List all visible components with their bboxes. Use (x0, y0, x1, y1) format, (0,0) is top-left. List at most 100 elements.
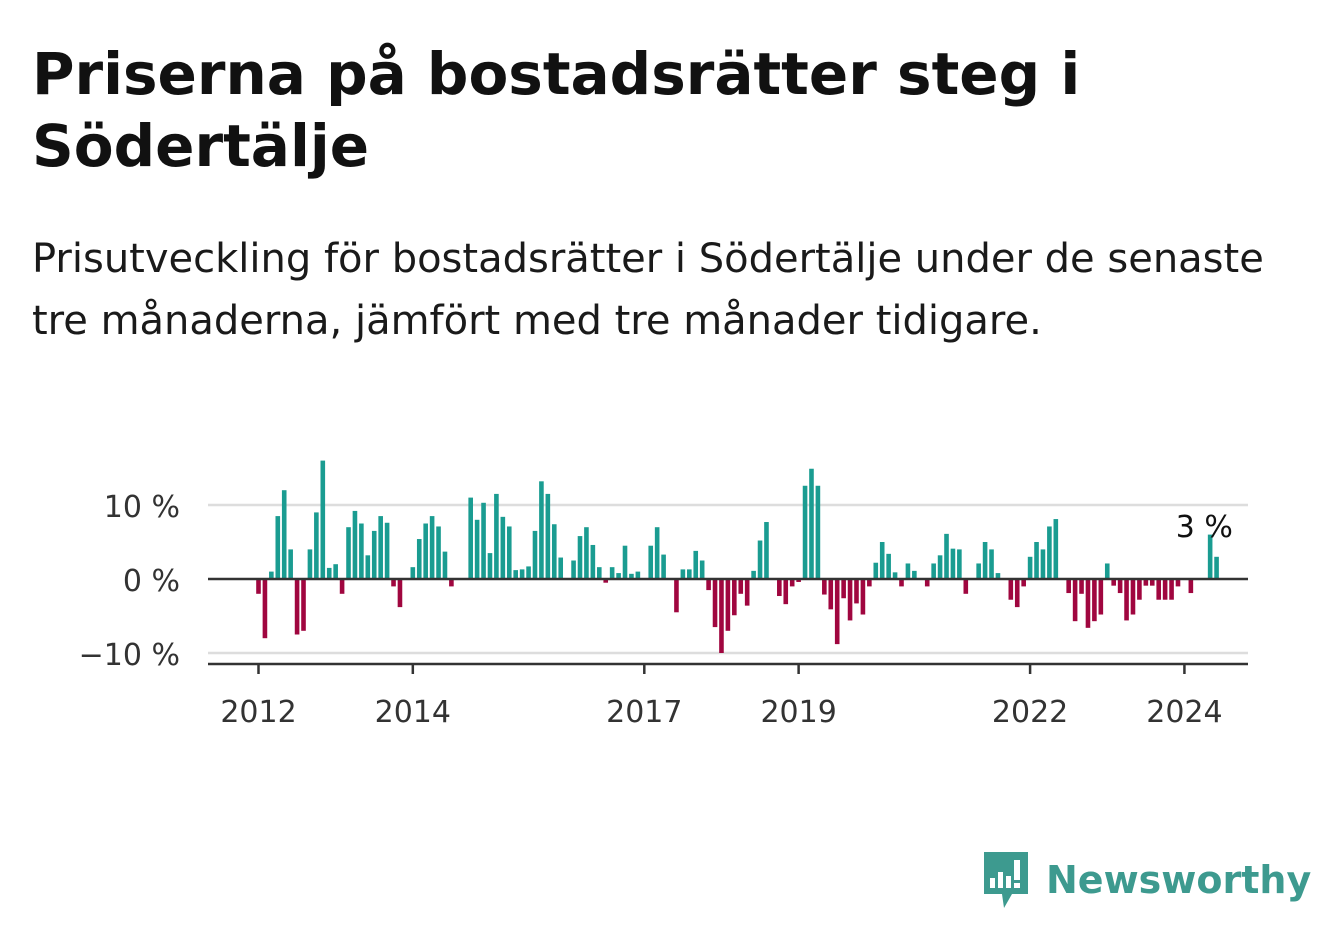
bar (1117, 579, 1123, 594)
bar (526, 566, 531, 579)
bar (1053, 519, 1059, 579)
x-tick-label: 2024 (1146, 695, 1222, 730)
bar (841, 579, 846, 599)
bar (783, 579, 789, 605)
bar (802, 485, 808, 579)
bar (1130, 579, 1136, 615)
bar (976, 563, 981, 579)
bar (1137, 579, 1142, 600)
bar (879, 542, 885, 579)
bar (378, 516, 383, 579)
bar (487, 553, 493, 579)
bar (519, 569, 525, 579)
bar (1124, 579, 1129, 621)
bar (654, 527, 660, 579)
bar (1104, 563, 1110, 579)
bar (1156, 579, 1161, 600)
bar (892, 572, 898, 579)
bar (1040, 549, 1046, 579)
bar (1169, 579, 1174, 600)
bar (899, 579, 904, 587)
bar (314, 512, 319, 579)
bar (661, 554, 666, 579)
bar (834, 579, 840, 645)
bar (1092, 579, 1097, 622)
bar (1072, 579, 1078, 622)
bar (931, 563, 936, 579)
bar (584, 527, 589, 579)
bar (822, 579, 827, 595)
bar (989, 549, 994, 579)
bar (699, 560, 705, 579)
bar (744, 579, 750, 606)
bar (789, 579, 795, 587)
bar (307, 549, 313, 579)
latest-value-label: 3 % (1176, 510, 1233, 545)
bar (1027, 556, 1033, 579)
bar (648, 545, 654, 579)
bar (796, 579, 801, 582)
chart-subtitle: Prisutveckling för bostadsrätter i Söder… (32, 236, 1264, 344)
bar (777, 579, 782, 597)
bar (732, 579, 737, 616)
bar (442, 551, 448, 579)
bar (256, 579, 261, 594)
bar (950, 548, 956, 579)
bar (288, 549, 293, 579)
bar (558, 557, 564, 579)
bar (1111, 579, 1116, 586)
bar (1207, 534, 1213, 579)
bar (281, 490, 287, 579)
bar (269, 571, 274, 579)
bar (1149, 579, 1155, 586)
bar (1066, 579, 1071, 594)
bar (494, 493, 499, 579)
bar (751, 570, 756, 579)
bar (944, 533, 949, 579)
bar (609, 567, 615, 579)
bar (1175, 579, 1181, 587)
bar (346, 527, 351, 579)
bar (384, 522, 390, 579)
bar (449, 579, 454, 587)
bar (339, 579, 345, 594)
bar (1047, 526, 1052, 579)
bar (545, 493, 551, 579)
bar (359, 523, 364, 579)
bar (320, 460, 326, 579)
bar (1214, 556, 1219, 579)
bar (532, 530, 538, 579)
bar (1143, 579, 1149, 586)
bar (886, 553, 891, 579)
bar (262, 579, 268, 639)
bar (513, 570, 518, 579)
bar (809, 468, 814, 579)
bar (423, 523, 428, 579)
bar (764, 522, 769, 579)
bar (725, 579, 731, 631)
bar (815, 485, 821, 579)
bar (416, 539, 422, 579)
bar (937, 555, 943, 579)
bar-chart: 10 % 0 % −10 % 2012 2014 2017 2019 2022 2024 3 % (79, 460, 1248, 730)
x-tick-label: 2012 (220, 695, 296, 730)
bar (687, 569, 692, 579)
bar (500, 516, 506, 579)
bar (757, 540, 763, 579)
grid-layer (208, 503, 1248, 655)
bar (693, 550, 699, 579)
bar (1008, 579, 1014, 600)
bar (590, 544, 596, 579)
bar (365, 555, 371, 579)
y-tick-label: 10 % (104, 490, 180, 525)
bar (905, 563, 911, 579)
y-tick-label: −10 % (79, 638, 180, 673)
bar (429, 516, 435, 579)
bar (1188, 579, 1194, 594)
bar (635, 571, 641, 579)
bar (963, 579, 969, 594)
bar (706, 579, 711, 591)
bar (333, 564, 338, 579)
chart-title: Priserna på bostadsrätter steg i Södertä… (32, 40, 1081, 180)
bar (371, 530, 377, 579)
